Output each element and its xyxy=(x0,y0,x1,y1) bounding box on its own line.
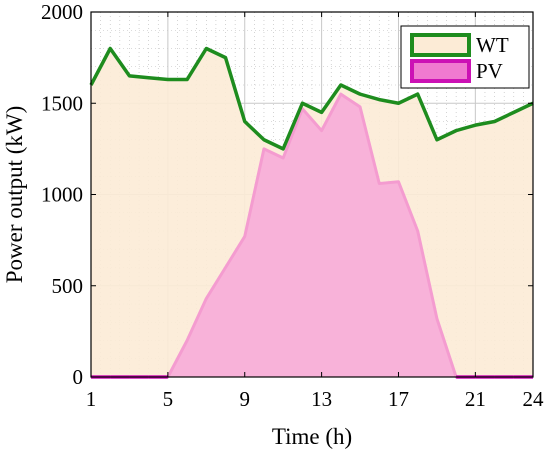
wt-line xyxy=(89,46,534,151)
legend: WT PV xyxy=(400,25,530,89)
x-tick-label: 5 xyxy=(163,387,174,411)
y-tick-label: 1500 xyxy=(41,91,83,115)
x-tick-label: 24 xyxy=(523,387,545,411)
x-tick-label: 9 xyxy=(239,387,250,411)
y-axis-label: Power output (kW) xyxy=(2,106,27,284)
x-tick-label: 1 xyxy=(86,387,97,411)
y-tick-label: 2000 xyxy=(41,0,83,24)
legend-label-pv: PV xyxy=(476,59,503,83)
x-axis-label: Time (h) xyxy=(272,424,352,449)
x-tick-label: 17 xyxy=(388,387,409,411)
ticks: 1 5 9 13 17 21 24 0 500 1000 1500 2000 xyxy=(41,0,544,411)
y-tick-label: 500 xyxy=(52,274,84,298)
y-tick-label: 1000 xyxy=(41,183,83,207)
area-layer xyxy=(91,48,533,377)
x-tick-label: 21 xyxy=(465,387,486,411)
y-tick-label: 0 xyxy=(73,365,84,389)
pv-area xyxy=(91,94,533,377)
x-tick-label: 13 xyxy=(311,387,332,411)
legend-swatch-pv xyxy=(410,59,471,83)
legend-swatch-wt xyxy=(410,33,471,57)
legend-label-wt: WT xyxy=(476,33,509,57)
